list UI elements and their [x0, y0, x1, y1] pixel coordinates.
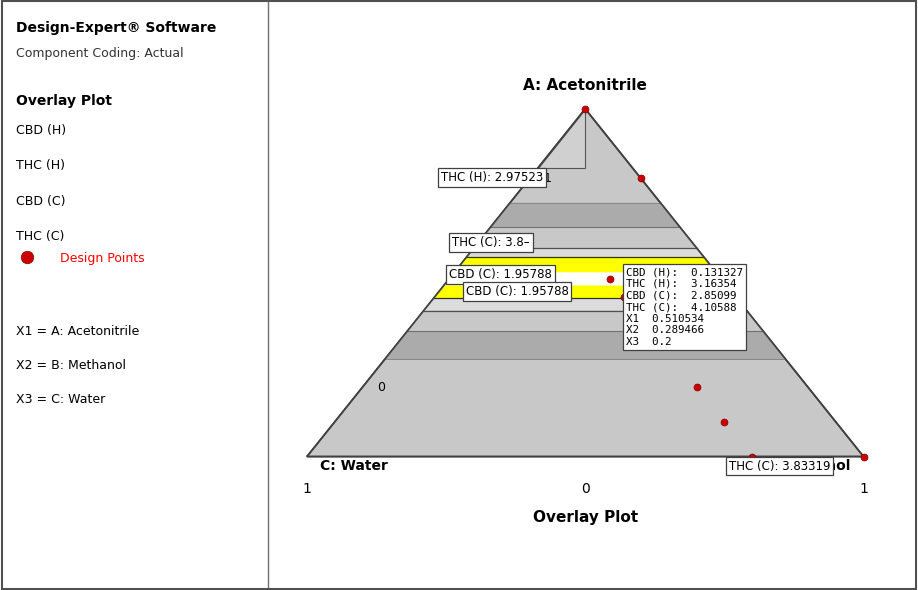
Text: THC (C): THC (C) — [17, 230, 64, 243]
Text: CBD (C): CBD (C) — [17, 195, 66, 208]
Text: THC (H): THC (H) — [17, 159, 65, 172]
Text: CBD (C): 1.95788: CBD (C): 1.95788 — [450, 268, 553, 281]
Text: 1: 1 — [543, 172, 552, 185]
Polygon shape — [307, 109, 864, 457]
Text: X1 = A: Acetonitrile: X1 = A: Acetonitrile — [17, 324, 140, 337]
Text: Component Coding: Actual: Component Coding: Actual — [17, 47, 184, 60]
Text: THC (C): 3.83319: THC (C): 3.83319 — [729, 460, 831, 473]
Text: 2: 2 — [488, 241, 496, 254]
Text: Overlay Plot: Overlay Plot — [532, 510, 638, 525]
Text: X2 = B: Methanol: X2 = B: Methanol — [17, 359, 127, 372]
Text: THC (C): 3.8–: THC (C): 3.8– — [453, 236, 530, 249]
Text: 0: 0 — [581, 482, 589, 496]
Polygon shape — [424, 248, 746, 310]
Text: A: Acetonitrile: A: Acetonitrile — [523, 77, 647, 93]
Text: X3 = C: Water: X3 = C: Water — [17, 393, 106, 406]
Text: 1: 1 — [859, 482, 868, 496]
Text: B: Methanol: B: Methanol — [756, 459, 851, 473]
Text: CBD (H):  0.131327
THC (H):  3.16354
CBD (C):  2.85099
THC (C):  4.10588
X1  0.5: CBD (H): 0.131327 THC (H): 3.16354 CBD (… — [626, 267, 744, 347]
Polygon shape — [538, 109, 586, 168]
Text: THC (H): 2.97523: THC (H): 2.97523 — [441, 171, 543, 183]
Polygon shape — [385, 203, 786, 359]
Text: CBD (C): 1.95788: CBD (C): 1.95788 — [465, 284, 568, 297]
Text: C: Water: C: Water — [319, 459, 387, 473]
Polygon shape — [407, 227, 764, 332]
Polygon shape — [433, 257, 737, 299]
Text: Design Points: Design Points — [60, 252, 144, 265]
Text: Overlay Plot: Overlay Plot — [17, 94, 112, 109]
Text: 0: 0 — [376, 381, 385, 394]
Polygon shape — [443, 272, 727, 286]
Text: CBD (H): CBD (H) — [17, 124, 66, 137]
Text: Design-Expert® Software: Design-Expert® Software — [17, 21, 217, 35]
Text: 1: 1 — [303, 482, 311, 496]
